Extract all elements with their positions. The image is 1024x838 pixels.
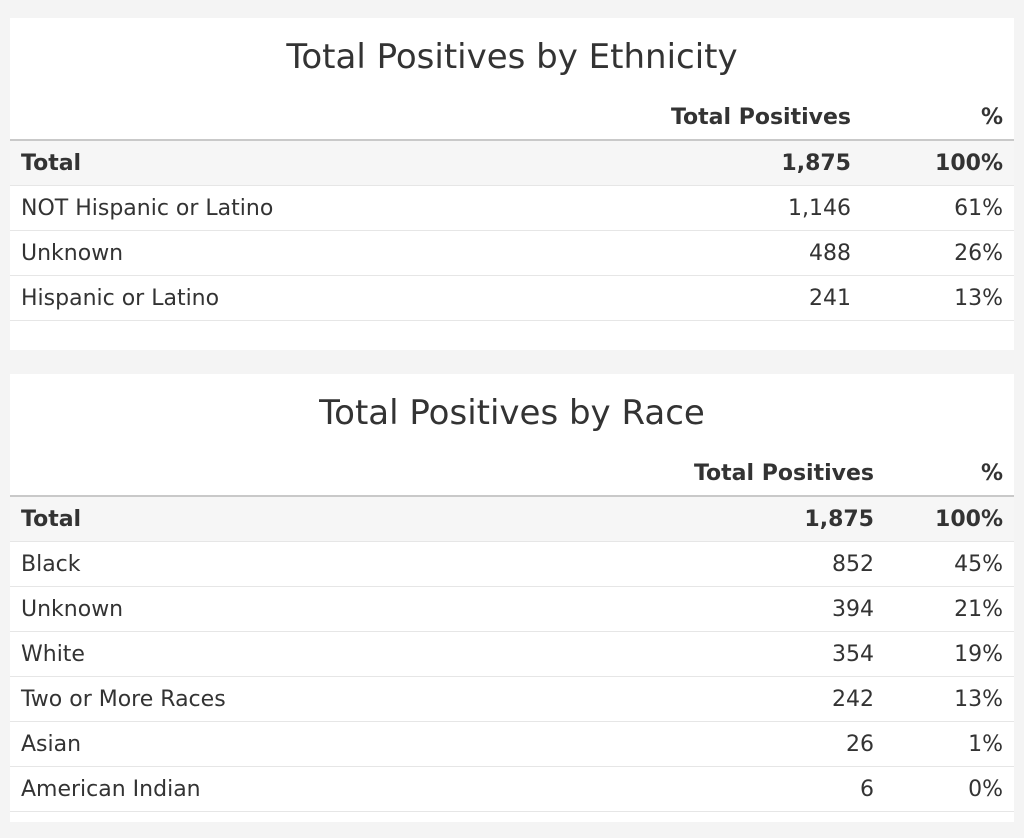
table-row: White 354 19% xyxy=(10,631,1014,677)
row-count: 1,875 xyxy=(550,140,851,186)
row-label: Unknown xyxy=(10,586,550,632)
table-header-row: Total Positives % xyxy=(10,96,1014,141)
row-label: Hispanic or Latino xyxy=(10,275,550,321)
row-label: American Indian xyxy=(10,766,550,812)
table-row: Unknown 488 26% xyxy=(10,230,1014,276)
row-label: Black xyxy=(10,541,550,587)
table-row: Unknown 394 21% xyxy=(10,586,1014,632)
row-label: Asian xyxy=(10,721,550,767)
row-percent: 61% xyxy=(851,185,1014,231)
race-panel: Total Positives by Race Total Positives … xyxy=(10,374,1014,822)
table-row: Asian 26 1% xyxy=(10,721,1014,767)
race-table-title: Total Positives by Race xyxy=(319,393,705,433)
row-label: Unknown xyxy=(10,230,550,276)
row-percent: 26% xyxy=(851,230,1014,276)
row-label: Two or More Races xyxy=(10,676,550,722)
header-total-positives[interactable]: Total Positives xyxy=(550,452,874,497)
row-percent: 100% xyxy=(874,496,1014,542)
row-count: 242 xyxy=(550,676,874,722)
header-label xyxy=(10,96,550,141)
table-row: NOT Hispanic or Latino 1,146 61% xyxy=(10,185,1014,231)
table-row: American Indian 6 0% xyxy=(10,766,1014,812)
table-row-total: Total 1,875 100% xyxy=(10,140,1014,186)
race-table: Total Positives % Total 1,875 100% Black… xyxy=(10,452,1014,812)
header-label xyxy=(10,452,550,497)
row-count: 1,146 xyxy=(550,185,851,231)
row-label: White xyxy=(10,631,550,677)
row-percent: 13% xyxy=(874,676,1014,722)
row-count: 6 xyxy=(550,766,874,812)
ethnicity-table-title: Total Positives by Ethnicity xyxy=(286,37,738,77)
row-count: 26 xyxy=(550,721,874,767)
row-label: Total xyxy=(10,496,550,542)
row-count: 354 xyxy=(550,631,874,677)
row-percent: 0% xyxy=(874,766,1014,812)
header-total-positives[interactable]: Total Positives xyxy=(550,96,851,141)
row-percent: 19% xyxy=(874,631,1014,677)
row-label: NOT Hispanic or Latino xyxy=(10,185,550,231)
ethnicity-panel: Total Positives by Ethnicity Total Posit… xyxy=(10,18,1014,350)
table-row: Black 852 45% xyxy=(10,541,1014,587)
header-percent[interactable]: % xyxy=(874,452,1014,497)
table-header-row: Total Positives % xyxy=(10,452,1014,497)
row-count: 241 xyxy=(550,275,851,321)
ethnicity-table: Total Positives % Total 1,875 100% NOT H… xyxy=(10,96,1014,321)
row-count: 852 xyxy=(550,541,874,587)
row-percent: 1% xyxy=(874,721,1014,767)
row-count: 488 xyxy=(550,230,851,276)
header-percent[interactable]: % xyxy=(851,96,1014,141)
row-percent: 100% xyxy=(851,140,1014,186)
row-count: 394 xyxy=(550,586,874,632)
table-row: Two or More Races 242 13% xyxy=(10,676,1014,722)
row-percent: 13% xyxy=(851,275,1014,321)
row-count: 1,875 xyxy=(550,496,874,542)
table-row-total: Total 1,875 100% xyxy=(10,496,1014,542)
row-percent: 21% xyxy=(874,586,1014,632)
table-row: Hispanic or Latino 241 13% xyxy=(10,275,1014,321)
row-label: Total xyxy=(10,140,550,186)
row-percent: 45% xyxy=(874,541,1014,587)
